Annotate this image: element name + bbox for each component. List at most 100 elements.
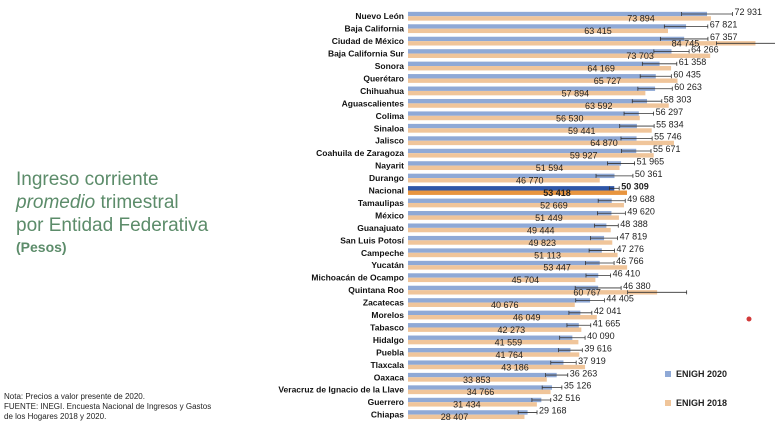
title-units: (Pesos) [16,239,67,255]
value-label-2020-row-20: 46 766 [616,256,644,266]
bar-2020-row-11 [408,148,637,154]
title-line-2: promedio trimestral [16,191,286,214]
bar-2018-row-9 [408,128,652,133]
bar-2020-row-5 [408,74,656,79]
value-label-2018-row-20: 53 447 [543,263,571,273]
bar-2020-row-13 [408,173,615,179]
bar-2020-row-31 [408,397,542,403]
category-label-row-30: Veracruz de Ignacio de la Llave [278,385,404,395]
category-label-row-23: Zacatecas [363,298,404,308]
value-label-2020-row-21: 46 410 [613,269,641,279]
bar-2018-row-32 [408,414,525,420]
note-line-3: de los Hogares 2018 y 2020. [4,412,107,421]
category-label-row-17: Guanajuato [357,223,404,233]
bar-2020-row-3 [408,49,672,54]
category-label-row-28: Tlaxcala [370,360,404,370]
value-label-2020-row-8: 56 297 [656,107,684,117]
bar-2018-row-13 [408,178,600,183]
value-label-2018-row-6: 57 894 [562,88,590,98]
category-label-row-26: Hidalgo [373,335,404,345]
category-label-row-19: Campeche [361,248,404,258]
bars-layer [408,11,775,420]
title-line-3: por Entidad Federativa [16,215,209,236]
value-label-2020-row-30: 35 126 [564,381,592,391]
bar-2018-row-29 [408,377,547,382]
value-label-2018-row-27: 41 764 [495,350,523,360]
bar-2020-row-32 [408,410,528,415]
value-label-2020-row-18: 47 819 [620,231,648,241]
value-label-2020-row-11: 55 671 [653,144,681,154]
category-label-row-20: Yucatán [371,260,404,270]
bar-2020-row-1 [408,24,687,29]
bar-2020-row-22 [408,285,599,291]
value-label-2018-row-24: 46 049 [513,313,541,323]
bar-2020-row-26 [408,335,573,340]
bar-2018-row-23 [408,302,575,307]
bar-2018-row-27 [408,352,580,357]
value-label-2018-row-14: 53 418 [543,188,571,198]
bar-2018-row-0 [408,16,711,21]
category-label-row-24: Morelos [371,310,404,320]
category-label-row-29: Oaxaca [374,372,405,382]
bar-2018-row-15 [408,202,624,208]
bar-2020-row-7 [408,98,648,104]
bar-2018-row-12 [408,165,620,171]
title-line-1: Ingreso corriente [16,169,159,190]
category-label-row-7: Aguascalientes [342,98,405,108]
category-label-row-10: Jalisco [375,136,404,146]
bar-2020-row-24 [408,310,581,316]
value-label-2020-row-10: 55 746 [654,132,682,142]
value-label-2018-row-32: 28 407 [441,412,469,422]
value-label-2018-row-31: 31 434 [453,400,481,410]
value-label-2020-row-26: 40 090 [587,331,615,341]
value-label-2018-row-19: 51 113 [534,250,561,260]
category-label-row-13: Durango [369,173,404,183]
value-label-2018-row-22: 60 767 [573,288,601,298]
bar-2020-row-19 [408,248,602,253]
bar-2018-row-17 [408,227,611,233]
value-label-2018-row-12: 51 594 [536,163,564,173]
legend-swatch-2020 [665,371,671,377]
value-label-2018-row-15: 52 669 [540,200,568,210]
labels-layer: Nuevo León 72 931 73 894 Baja California 67 … [278,7,762,422]
value-label-2018-row-7: 63 592 [585,101,613,111]
value-label-2020-row-3: 64 266 [691,45,719,55]
value-label-2018-row-5: 65 727 [594,76,622,86]
value-label-2020-row-1: 67 821 [710,20,738,30]
category-label-row-32: Chiapas [371,410,404,420]
legend: ENIGH 2020 ENIGH 2018 [665,369,727,408]
bar-2018-row-3 [408,53,711,58]
value-label-2020-row-32: 29 168 [539,406,567,416]
bar-2020-row-16 [408,211,612,216]
category-label-row-4: Sonora [375,61,405,71]
bar-2018-row-11 [408,153,654,158]
title-block: Ingreso corriente promedio trimestral po… [16,168,286,257]
legend-swatch-2018 [665,400,671,406]
bar-2018-row-28 [408,364,586,370]
value-label-2018-row-4: 64 169 [587,64,615,74]
value-label-2020-row-27: 39 616 [584,343,612,353]
value-label-2018-row-8: 56 530 [556,113,584,123]
category-label-row-9: Sinaloa [374,123,405,133]
value-label-2018-row-0: 73 894 [627,14,655,24]
value-label-2020-row-7: 58 303 [664,94,692,104]
bar-2018-row-26 [408,339,579,345]
value-label-2020-row-14: 50 309 [621,182,649,192]
bar-2020-row-17 [408,223,607,228]
value-label-2018-row-29: 33 853 [463,375,491,385]
value-label-2018-row-9: 59 441 [568,126,596,136]
legend-label-2018: ENIGH 2018 [676,398,727,408]
category-label-row-1: Baja California [344,24,404,34]
bar-2020-row-2 [408,36,685,42]
bar-2020-row-27 [408,347,571,353]
value-label-2020-row-12: 51 965 [637,157,665,167]
bar-2020-row-4 [408,61,660,67]
category-label-row-5: Querétaro [363,73,404,83]
bar-2020-row-21 [408,273,599,278]
value-label-2020-row-9: 55 834 [656,119,684,129]
value-label-2020-row-29: 36 263 [570,368,598,378]
value-label-2018-row-17: 49 444 [527,225,555,235]
value-label-2018-row-21: 45 704 [512,275,540,285]
value-label-2018-row-13: 46 770 [516,176,544,186]
value-label-2018-row-25: 42 273 [498,325,526,335]
